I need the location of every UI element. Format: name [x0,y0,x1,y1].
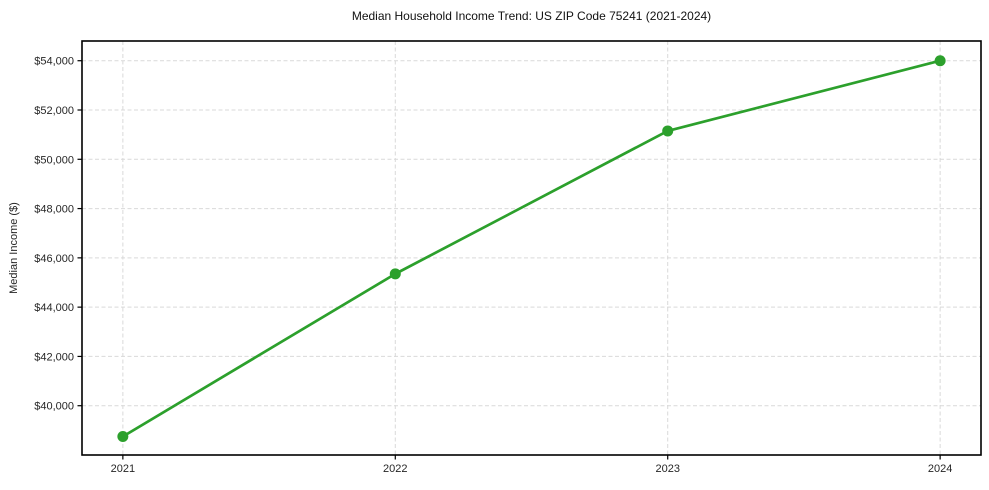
x-tick-label: 2024 [928,463,952,475]
data-point [117,431,129,443]
y-tick-label: $50,000 [34,154,74,166]
x-tick-label: 2022 [383,463,407,475]
plot-border [81,40,982,456]
x-tick-label: 2023 [655,463,679,475]
y-tick-label: $42,000 [34,351,74,363]
y-tick-label: $40,000 [34,401,74,413]
data-point [662,125,674,137]
data-point [389,268,401,280]
y-tick-label: $48,000 [34,204,74,216]
y-tick-label: $44,000 [34,302,74,314]
y-tick-label: $52,000 [34,105,74,117]
trend-line [121,59,942,438]
chart-title: Median Household Income Trend: US ZIP Co… [351,9,712,23]
data-point [934,55,946,67]
x-tick-label: 2021 [111,463,135,475]
y-tick-label: $54,000 [34,56,74,68]
y-tick-label: $46,000 [34,253,74,265]
